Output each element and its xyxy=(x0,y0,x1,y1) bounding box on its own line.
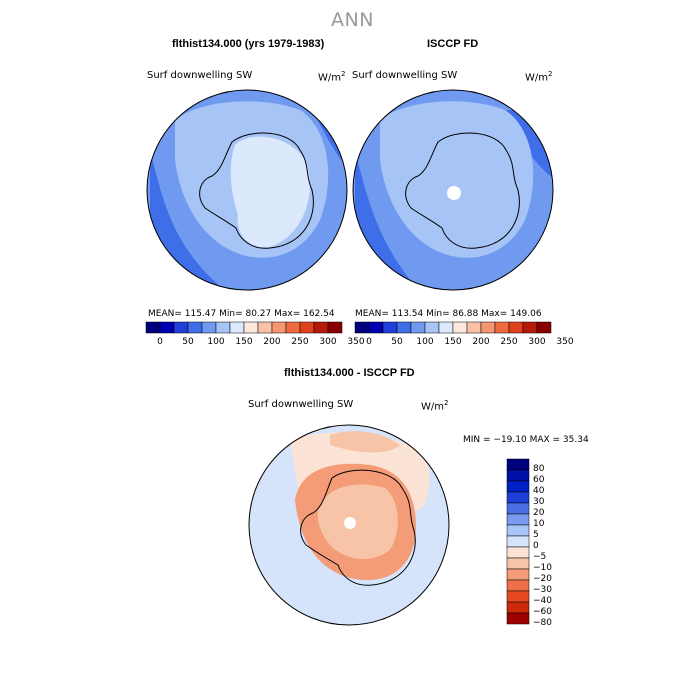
colorbar-swatch xyxy=(201,321,217,334)
colorbar-swatch xyxy=(466,321,482,334)
diff-variable-label: Surf downwelling SW xyxy=(248,399,354,410)
colorbar-tick-label: 5 xyxy=(533,530,539,540)
colorbar-swatch xyxy=(506,535,530,548)
obs-stats: MEAN= 113.54 Min= 86.88 Max= 149.06 xyxy=(355,309,542,319)
colorbar-swatch xyxy=(506,524,530,537)
colorbar-swatch xyxy=(410,321,426,334)
colorbar-tick-label: 300 xyxy=(528,337,546,347)
colorbar-swatch xyxy=(438,321,454,334)
colorbar-swatch xyxy=(382,321,398,334)
obs-map xyxy=(353,90,553,290)
model-colorbar xyxy=(145,321,343,334)
colorbar-tick-label: 80 xyxy=(533,464,545,474)
colorbar-swatch xyxy=(285,321,301,334)
colorbar-tick-label: 20 xyxy=(533,508,545,518)
colorbar-swatch xyxy=(506,579,530,592)
colorbar-swatch xyxy=(368,321,384,334)
diff-panel-title: flthist134.000 - ISCCP FD xyxy=(284,367,415,379)
colorbar-swatch xyxy=(506,612,530,625)
colorbar-swatch xyxy=(506,557,530,570)
colorbar-swatch xyxy=(271,321,287,334)
colorbar-swatch xyxy=(506,601,530,614)
diff-colorbar xyxy=(506,458,530,625)
colorbar-swatch xyxy=(243,321,259,334)
colorbar-tick-label: 50 xyxy=(182,337,194,347)
colorbar-tick-label: −5 xyxy=(533,552,547,562)
obs-units-label: W/m2 xyxy=(525,70,553,84)
colorbar-swatch xyxy=(506,491,530,504)
colorbar-tick-label: −20 xyxy=(533,574,552,584)
colorbar-swatch xyxy=(215,321,231,334)
colorbar-tick-label: 150 xyxy=(235,337,253,347)
colorbar-swatch xyxy=(145,321,161,334)
colorbar-tick-label: 100 xyxy=(416,337,434,347)
diff-map xyxy=(249,425,449,625)
diff-stats: MIN = −19.10 MAX = 35.34 xyxy=(463,435,589,445)
colorbar-swatch xyxy=(229,321,245,334)
colorbar-tick-label: 250 xyxy=(291,337,309,347)
colorbar-tick-label: 200 xyxy=(472,337,490,347)
colorbar-swatch xyxy=(506,513,530,526)
colorbar-tick-label: 350 xyxy=(556,337,574,347)
colorbar-tick-label: −80 xyxy=(533,618,552,628)
colorbar-tick-label: 250 xyxy=(500,337,518,347)
colorbar-tick-label: −40 xyxy=(533,596,552,606)
model-panel-title: flthist134.000 (yrs 1979-1983) xyxy=(172,38,325,50)
colorbar-swatch xyxy=(313,321,329,334)
colorbar-tick-label: −10 xyxy=(533,563,552,573)
diff-map-border xyxy=(248,424,450,626)
colorbar-swatch xyxy=(506,568,530,581)
colorbar-tick-label: 0 xyxy=(366,337,372,347)
colorbar-swatch xyxy=(424,321,440,334)
colorbar-tick-label: −30 xyxy=(533,585,552,595)
page-title: ANN xyxy=(331,9,374,31)
colorbar-swatch xyxy=(159,321,175,334)
diff-units-label: W/m2 xyxy=(421,399,449,413)
model-units-label: W/m2 xyxy=(318,70,346,84)
colorbar-swatch xyxy=(299,321,315,334)
colorbar-tick-label: 350 xyxy=(347,337,365,347)
colorbar-tick-label: 0 xyxy=(533,541,539,551)
colorbar-swatch xyxy=(327,321,343,334)
colorbar-swatch xyxy=(506,502,530,515)
colorbar-swatch xyxy=(354,321,370,334)
colorbar-swatch xyxy=(257,321,273,334)
colorbar-swatch xyxy=(494,321,510,334)
colorbar-swatch xyxy=(396,321,412,334)
colorbar-swatch xyxy=(173,321,189,334)
colorbar-swatch xyxy=(508,321,524,334)
colorbar-tick-label: 60 xyxy=(533,475,545,485)
colorbar-swatch xyxy=(452,321,468,334)
colorbar-swatch xyxy=(536,321,552,334)
colorbar-swatch xyxy=(506,546,530,559)
colorbar-tick-label: 0 xyxy=(157,337,163,347)
model-map-border xyxy=(146,89,348,291)
model-stats: MEAN= 115.47 Min= 80.27 Max= 162.54 xyxy=(148,309,335,319)
colorbar-tick-label: 50 xyxy=(391,337,403,347)
obs-map-border xyxy=(352,89,554,291)
colorbar-swatch xyxy=(522,321,538,334)
colorbar-swatch xyxy=(506,590,530,603)
obs-variable-label: Surf downwelling SW xyxy=(352,70,458,81)
colorbar-tick-label: 150 xyxy=(444,337,462,347)
colorbar-tick-label: 40 xyxy=(533,486,545,496)
model-map xyxy=(147,90,347,290)
colorbar-swatch xyxy=(506,480,530,493)
colorbar-swatch xyxy=(480,321,496,334)
obs-colorbar xyxy=(354,321,552,334)
colorbar-tick-label: 30 xyxy=(533,497,545,507)
colorbar-swatch xyxy=(506,469,530,482)
colorbar-swatch xyxy=(506,458,530,471)
colorbar-tick-label: 10 xyxy=(533,519,545,529)
colorbar-swatch xyxy=(187,321,203,334)
model-variable-label: Surf downwelling SW xyxy=(147,70,253,81)
colorbar-tick-label: 200 xyxy=(263,337,281,347)
colorbar-tick-label: −60 xyxy=(533,607,552,617)
obs-panel-title: ISCCP FD xyxy=(427,38,479,50)
colorbar-tick-label: 100 xyxy=(207,337,225,347)
colorbar-tick-label: 300 xyxy=(319,337,337,347)
